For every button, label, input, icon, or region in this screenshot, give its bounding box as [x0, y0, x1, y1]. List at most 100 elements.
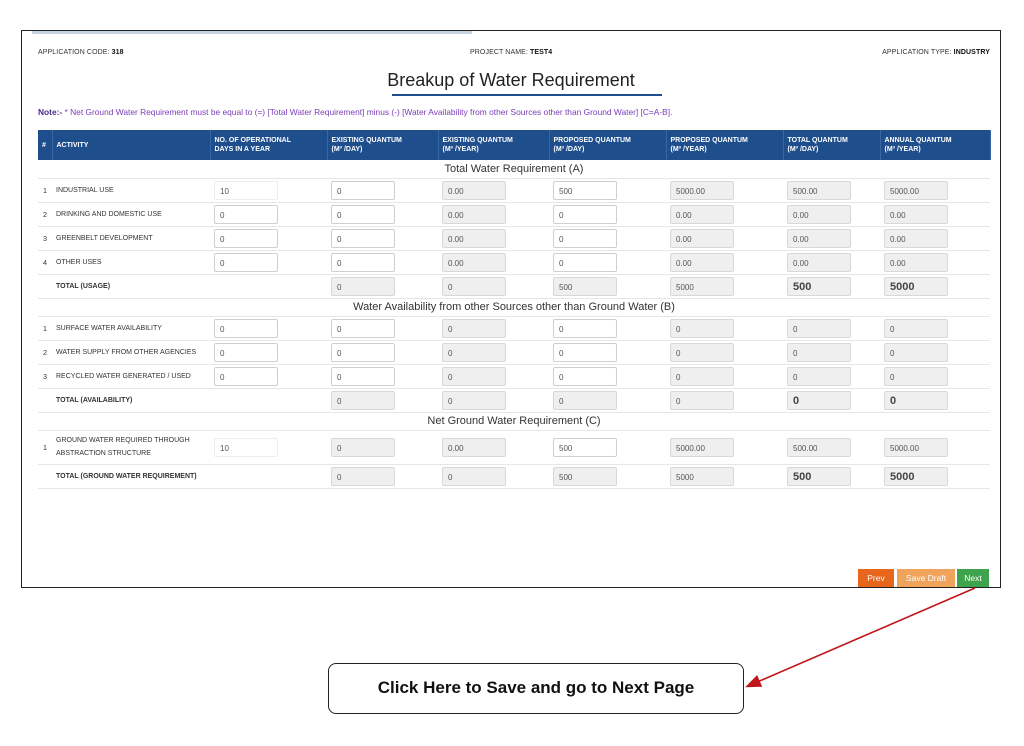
proposed-year-value: 5000.00	[670, 437, 734, 457]
existing-day-input[interactable]: 0	[331, 342, 395, 362]
proposed-day-input[interactable]: 0	[553, 228, 617, 248]
section-a-heading: Total Water Requirement (A)	[38, 160, 990, 179]
total-existing-year: 0	[442, 276, 506, 296]
existing-year-value: 0.00	[442, 228, 506, 248]
application-type: APPLICATION TYPE: INDUSTRY	[882, 49, 990, 56]
annual-value: 0.00	[884, 252, 948, 272]
proposed-year-value: 0	[670, 318, 734, 338]
col-proposed-year: PROPOSED QUANTUM (M³ /YEAR)	[666, 130, 784, 160]
total-day-value: 0	[787, 318, 851, 338]
water-requirement-table: # ACTIVITY NO. OF OPERATIONAL DAYS IN A Y…	[38, 130, 991, 489]
total-proposed-year: 5000	[670, 466, 734, 486]
col-existing-day: EXISTING QUANTUM (M³ /DAY)	[327, 130, 439, 160]
col-existing-year: EXISTING QUANTUM (M³ /YEAR)	[438, 130, 550, 160]
section-b-heading: Water Availability from other Sources ot…	[38, 298, 990, 317]
days-input[interactable]: 0	[214, 318, 278, 338]
proposed-day-input[interactable]: 0	[553, 366, 617, 386]
annual-value: 0	[884, 342, 948, 362]
existing-year-value: 0.00	[442, 252, 506, 272]
note-prefix: Note:-	[38, 107, 63, 117]
col-annual: ANNUAL QUANTUM (M³ /YEAR)	[880, 130, 991, 160]
title-underline	[392, 94, 662, 96]
existing-year-value: 0.00	[442, 204, 506, 224]
total-row: TOTAL (AVAILABILITY) 0 0 0 0 0 0	[38, 388, 990, 413]
days-input[interactable]: 10	[214, 437, 278, 457]
total-day-value: 0.00	[787, 252, 851, 272]
total-existing-day: 0	[331, 390, 395, 410]
proposed-year-value: 0.00	[670, 228, 734, 248]
proposed-year-value: 0	[670, 342, 734, 362]
page-title: Breakup of Water Requirement	[387, 70, 635, 90]
proposed-day-input[interactable]: 0	[553, 204, 617, 224]
total-quantum-day: 500	[787, 466, 851, 486]
days-input[interactable]: 10	[214, 180, 278, 200]
annual-value: 0.00	[884, 204, 948, 224]
existing-year-value: 0	[442, 318, 506, 338]
table-row: 2 WATER SUPPLY FROM OTHER AGENCIES 0 0 0…	[38, 340, 990, 365]
prev-button[interactable]: Prev	[858, 569, 894, 587]
annual-value: 0.00	[884, 228, 948, 248]
total-day-value: 0	[787, 342, 851, 362]
total-proposed-day: 500	[553, 276, 617, 296]
proposed-day-input[interactable]: 500	[553, 437, 617, 457]
existing-day-input[interactable]: 0	[331, 228, 395, 248]
total-day-value: 500.00	[787, 437, 851, 457]
existing-year-value: 0	[442, 342, 506, 362]
total-existing-day: 0	[331, 466, 395, 486]
total-annual: 5000	[884, 276, 948, 296]
save-draft-button[interactable]: Save Draft	[897, 569, 955, 587]
proposed-year-value: 0	[670, 366, 734, 386]
section-c-heading: Net Ground Water Requirement (C)	[38, 412, 990, 431]
existing-day-input[interactable]: 0	[331, 366, 395, 386]
table-header: # ACTIVITY NO. OF OPERATIONAL DAYS IN A Y…	[38, 130, 991, 160]
col-proposed-day: PROPOSED QUANTUM (M³ /DAY)	[549, 130, 667, 160]
days-input[interactable]: 0	[214, 366, 278, 386]
days-input[interactable]: 0	[214, 228, 278, 248]
next-button[interactable]: Next	[957, 569, 989, 587]
proposed-day-input[interactable]: 0	[553, 342, 617, 362]
days-input[interactable]: 0	[214, 342, 278, 362]
total-existing-year: 0	[442, 466, 506, 486]
total-proposed-year: 0	[670, 390, 734, 410]
total-day-value: 0.00	[787, 204, 851, 224]
existing-day-input[interactable]: 0	[331, 180, 395, 200]
top-strip	[32, 31, 472, 34]
existing-year-value: 0.00	[442, 437, 506, 457]
annual-value: 0	[884, 318, 948, 338]
col-activity: ACTIVITY	[52, 130, 211, 160]
proposed-day-input[interactable]: 0	[553, 318, 617, 338]
proposed-day-input[interactable]: 500	[553, 180, 617, 200]
total-annual: 0	[884, 390, 948, 410]
table-row: 2 DRINKING AND DOMESTIC USE 0 0 0.00 0 0…	[38, 202, 990, 227]
total-day-value: 0	[787, 366, 851, 386]
table-row: 1 INDUSTRIAL USE 10 0 0.00 500 5000.00 5…	[38, 178, 990, 203]
total-day-value: 500.00	[787, 180, 851, 200]
callout-box: Click Here to Save and go to Next Page	[328, 663, 744, 714]
table-row: 1 SURFACE WATER AVAILABILITY 0 0 0 0 0 0…	[38, 316, 990, 341]
application-code: APPLICATION CODE: 318	[38, 49, 124, 56]
section-a-title: Total Water Requirement (A)	[38, 160, 990, 179]
col-num: #	[38, 130, 53, 160]
proposed-year-value: 0.00	[670, 204, 734, 224]
proposed-day-input[interactable]: 0	[553, 252, 617, 272]
table-row: 3 GREENBELT DEVELOPMENT 0 0 0.00 0 0.00 …	[38, 226, 990, 251]
total-quantum-day: 500	[787, 276, 851, 296]
existing-day-input[interactable]: 0	[331, 252, 395, 272]
note: Note:- * Net Ground Water Requirement mu…	[38, 107, 672, 117]
total-day-value: 0.00	[787, 228, 851, 248]
total-proposed-day: 500	[553, 466, 617, 486]
existing-year-value: 0.00	[442, 180, 506, 200]
total-existing-day: 0	[331, 276, 395, 296]
project-name: PROJECT NAME: TEST4	[470, 49, 553, 56]
table-row: 1 GROUND WATER REQUIRED THROUGH ABSTRACT…	[38, 430, 990, 465]
col-days: NO. OF OPERATIONAL DAYS IN A YEAR	[210, 130, 328, 160]
annual-value: 5000.00	[884, 437, 948, 457]
section-b-title: Water Availability from other Sources ot…	[38, 298, 990, 317]
existing-day-input[interactable]: 0	[331, 318, 395, 338]
existing-day-input[interactable]: 0	[331, 204, 395, 224]
form-frame: APPLICATION CODE: 318 PROJECT NAME: TEST…	[21, 30, 1001, 588]
days-input[interactable]: 0	[214, 204, 278, 224]
days-input[interactable]: 0	[214, 252, 278, 272]
section-c-title: Net Ground Water Requirement (C)	[38, 412, 990, 431]
total-proposed-day: 0	[553, 390, 617, 410]
